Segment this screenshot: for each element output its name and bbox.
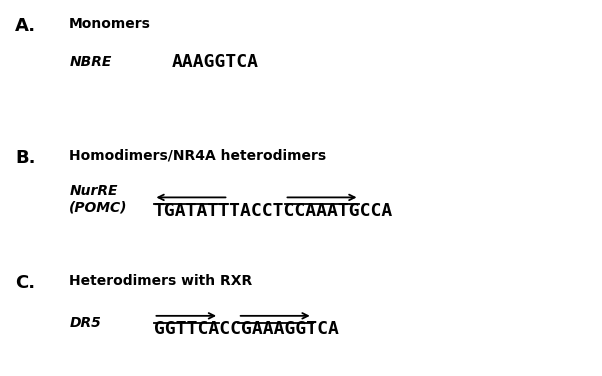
Text: Homodimers/NR4A heterodimers: Homodimers/NR4A heterodimers	[69, 149, 326, 162]
Text: AAAGGTCA: AAAGGTCA	[172, 53, 259, 71]
Text: C.: C.	[15, 274, 35, 293]
Text: Monomers: Monomers	[69, 17, 151, 31]
Text: B.: B.	[15, 149, 36, 167]
Text: TGATATTTACCTCCAAATGCCA: TGATATTTACCTCCAAATGCCA	[154, 202, 393, 220]
Text: DR5: DR5	[69, 316, 101, 331]
Text: NurRE
(POMC): NurRE (POMC)	[69, 184, 128, 214]
Text: A.: A.	[15, 17, 36, 35]
Text: NBRE: NBRE	[69, 55, 111, 69]
Text: GGTTCACCGAAAGGTCA: GGTTCACCGAAAGGTCA	[154, 320, 338, 338]
Text: Heterodimers with RXR: Heterodimers with RXR	[69, 274, 252, 288]
